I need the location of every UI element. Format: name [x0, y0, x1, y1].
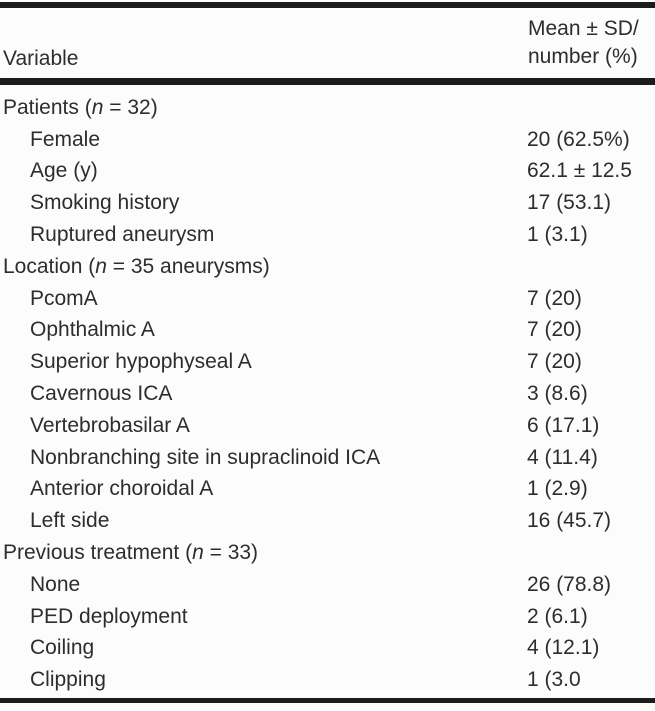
table-bottom-rule: [0, 698, 655, 703]
row-label: Superior hypophyseal A: [30, 350, 252, 374]
row-label: Anterior choroidal A: [30, 477, 214, 501]
row-value: 20 (62.5%): [527, 127, 630, 151]
row-value: 4 (11.4): [527, 445, 598, 469]
row-label: Nonbranching site in supraclinoid ICA: [30, 445, 381, 469]
row-label: PcomA: [30, 286, 98, 310]
header-value-line1: Mean ± SD/: [528, 17, 639, 40]
table-row: Location (n = 35 aneurysms): [0, 251, 655, 283]
row-label: Patients (n = 32): [3, 95, 158, 119]
row-label: Ruptured aneurysm: [30, 223, 215, 247]
row-value: 7 (20): [527, 318, 582, 342]
table-row: Patients (n = 32): [0, 92, 655, 124]
row-value: 3 (8.6): [527, 382, 588, 406]
row-value: 6 (17.1): [527, 413, 600, 437]
row-value: 1 (3.1): [527, 223, 588, 247]
table-header: Variable Mean ± SD/ number (%): [0, 8, 655, 78]
table-row: Female 20 (62.5%): [0, 124, 655, 156]
table-row: PED deployment 2 (6.1): [0, 601, 655, 633]
row-value: 2 (6.1): [527, 604, 588, 628]
table-row: Age (y) 62.1 ± 12.5: [0, 156, 655, 188]
table-row: Cavernous ICA 3 (8.6): [0, 378, 655, 410]
row-label: Left side: [30, 509, 110, 533]
table-row: Smoking history 17 (53.1): [0, 187, 655, 219]
table-row: Coiling 4 (12.1): [0, 633, 655, 665]
table-row: PcomA 7 (20): [0, 283, 655, 315]
row-label: Location (n = 35 aneurysms): [3, 254, 270, 278]
table-row: Previous treatment (n = 33): [0, 537, 655, 569]
header-separator-rule: [0, 78, 655, 85]
row-value: 4 (12.1): [527, 636, 600, 660]
row-value: 1 (2.9): [527, 477, 588, 501]
row-label: None: [30, 572, 81, 596]
row-value: 7 (20): [527, 286, 582, 310]
table-top-rule: [0, 2, 655, 8]
table-row: Ophthalmic A 7 (20): [0, 315, 655, 347]
table-row: Clipping 1 (3.0: [0, 664, 655, 696]
row-label: PED deployment: [30, 604, 188, 628]
table-row: Ruptured aneurysm 1 (3.1): [0, 219, 655, 251]
row-label: Clipping: [30, 668, 106, 692]
table-row: Anterior choroidal A 1 (2.9): [0, 474, 655, 506]
row-label: Cavernous ICA: [30, 382, 173, 406]
row-label: Ophthalmic A: [30, 318, 155, 342]
row-label: Previous treatment (n = 33): [3, 541, 259, 565]
header-variable-label: Variable: [3, 46, 79, 70]
row-value: 62.1 ± 12.5: [527, 159, 632, 183]
header-value-line2: number (%): [528, 45, 638, 68]
row-value: 1 (3.0: [527, 668, 581, 692]
row-value: 17 (53.1): [527, 191, 612, 215]
row-label: Female: [30, 127, 101, 151]
row-label: Coiling: [30, 636, 95, 660]
table-row: Left side 16 (45.7): [0, 505, 655, 537]
row-value: 7 (20): [527, 350, 582, 374]
row-value: 26 (78.8): [527, 572, 612, 596]
row-label: Vertebrobasilar A: [30, 413, 190, 437]
table-row: Nonbranching site in supraclinoid ICA 4 (…: [0, 442, 655, 474]
table-row: Superior hypophyseal A 7 (20): [0, 346, 655, 378]
table-row: Vertebrobasilar A 6 (17.1): [0, 410, 655, 442]
table-row: None 26 (78.8): [0, 569, 655, 601]
row-label: Age (y): [30, 159, 98, 183]
header-value-label: Mean ± SD/ number (%): [528, 15, 653, 71]
table-body: Patients (n = 32) Female 20 (62.5%) Age (y)…: [0, 85, 655, 698]
row-value: 16 (45.7): [527, 509, 612, 533]
row-label: Smoking history: [30, 191, 180, 215]
